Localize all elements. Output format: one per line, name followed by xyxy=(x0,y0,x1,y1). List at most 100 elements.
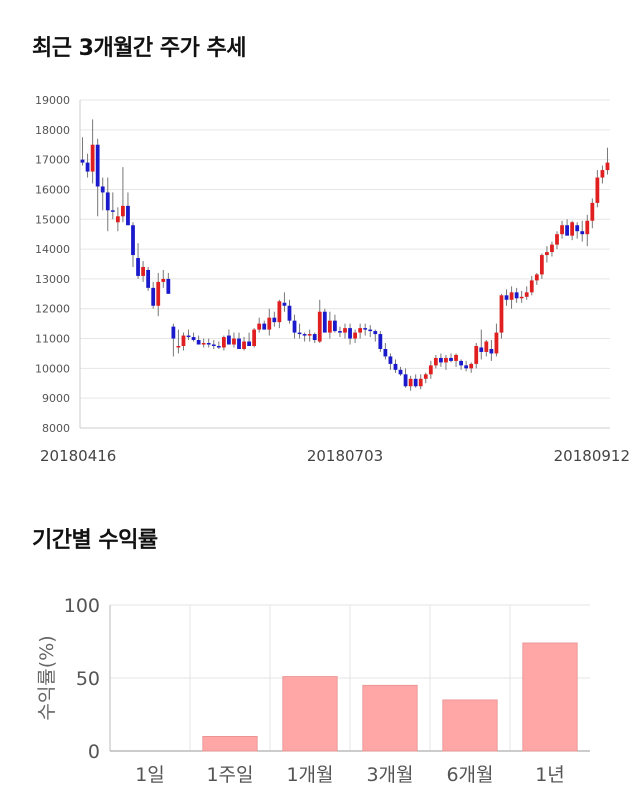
y-tick-label: 0 xyxy=(88,741,100,763)
candle-body xyxy=(126,205,130,226)
candle-body xyxy=(484,341,489,352)
y-tick-label: 50 xyxy=(76,668,100,690)
candle-body xyxy=(545,252,549,256)
candle-body xyxy=(131,225,135,256)
candle-body xyxy=(252,329,257,346)
candle-body xyxy=(388,356,393,364)
candle-body xyxy=(433,357,438,366)
candle-body xyxy=(287,305,292,321)
candle-body xyxy=(423,374,428,379)
return-bar xyxy=(282,676,338,752)
candle-body xyxy=(358,328,363,333)
candle-body xyxy=(408,378,413,387)
candle-body xyxy=(161,278,166,282)
candle-body xyxy=(156,281,161,306)
candle-body xyxy=(499,295,504,333)
candle-body xyxy=(454,354,458,361)
candle-body xyxy=(539,255,544,275)
candle-body xyxy=(333,320,337,332)
candle-body xyxy=(464,365,469,369)
candle-body xyxy=(196,340,201,345)
x-tick-label: 20180703 xyxy=(307,447,383,465)
candle-body xyxy=(247,341,251,346)
candle-body xyxy=(115,216,120,223)
candle-body xyxy=(227,335,231,345)
candle-body xyxy=(489,348,494,354)
candle-body xyxy=(373,331,378,335)
y-tick-label: 16000 xyxy=(35,183,70,196)
candle-body xyxy=(368,329,373,332)
candle-body xyxy=(605,162,610,171)
return-bar xyxy=(362,684,418,752)
candle-body xyxy=(509,292,514,300)
candle-body xyxy=(317,311,322,342)
candle-body xyxy=(201,343,206,345)
y-tick-label: 100 xyxy=(64,595,100,617)
candle-body xyxy=(590,202,595,221)
candle-body xyxy=(181,335,186,346)
y-axis-label: 수익률(%) xyxy=(36,635,58,720)
candle-body xyxy=(85,162,90,172)
candle-body xyxy=(327,320,332,333)
candle-body xyxy=(565,225,569,236)
candle-body xyxy=(141,266,145,276)
return-bar xyxy=(202,735,258,752)
return-bar xyxy=(522,642,578,752)
candle-body xyxy=(353,332,357,339)
candle-body xyxy=(600,170,605,178)
candle-body xyxy=(469,363,474,369)
candle-body xyxy=(494,332,499,354)
candle-body xyxy=(555,234,559,245)
candle-body xyxy=(378,334,383,349)
candle-body xyxy=(322,311,327,333)
x-tick-label: 1년 xyxy=(535,764,565,786)
candle-body xyxy=(529,280,534,293)
candle-body xyxy=(338,331,342,333)
candle-body xyxy=(206,343,211,345)
y-tick-label: 9000 xyxy=(42,392,70,405)
candle-body xyxy=(242,341,246,349)
candle-body xyxy=(428,365,433,375)
y-tick-label: 10000 xyxy=(35,362,70,375)
candle-body xyxy=(363,328,368,330)
candle-body xyxy=(90,144,95,172)
x-tick-label: 1일 xyxy=(135,764,165,786)
candle-body xyxy=(307,334,312,336)
candle-body xyxy=(216,346,221,348)
candle-body xyxy=(383,348,388,357)
candle-body xyxy=(519,296,524,299)
candle-body xyxy=(221,337,226,348)
return-bar-chart: 0 50 100 수익률(%) 1일 1주일 1개월 3개월 6개월 1년 xyxy=(36,595,590,786)
price-trend-title: 최근 3개월간 주가 추세 xyxy=(32,36,246,61)
candle-body xyxy=(474,346,479,364)
candle-body xyxy=(398,369,403,375)
candle-body xyxy=(95,144,100,187)
candle-body xyxy=(262,323,267,330)
return-bar xyxy=(442,699,498,752)
candle-body xyxy=(186,335,191,338)
candle-body xyxy=(524,292,529,297)
candle-body xyxy=(595,177,600,203)
candle-body xyxy=(292,320,297,333)
candle-body xyxy=(232,338,236,345)
candle-body xyxy=(151,287,156,306)
y-tick-label: 14000 xyxy=(35,243,70,256)
candle-body xyxy=(560,225,564,235)
candle-body xyxy=(277,301,282,323)
x-tick-label: 6개월 xyxy=(446,764,493,786)
candle-body xyxy=(580,231,585,235)
candle-body xyxy=(105,192,110,211)
candle-body xyxy=(297,332,302,335)
candle-body xyxy=(413,378,418,387)
candle-body xyxy=(514,292,519,299)
y-tick-label: 15000 xyxy=(35,213,70,226)
return-by-period-title: 기간별 수익률 xyxy=(32,528,158,553)
candle-body xyxy=(110,210,115,212)
x-tick-label: 1개월 xyxy=(286,764,333,786)
candle-body xyxy=(312,334,317,341)
y-tick-label: 12000 xyxy=(35,303,70,316)
candle-body xyxy=(171,326,176,339)
candle-body xyxy=(282,302,287,306)
x-tick-label: 3개월 xyxy=(366,764,413,786)
candle-body xyxy=(418,378,423,387)
